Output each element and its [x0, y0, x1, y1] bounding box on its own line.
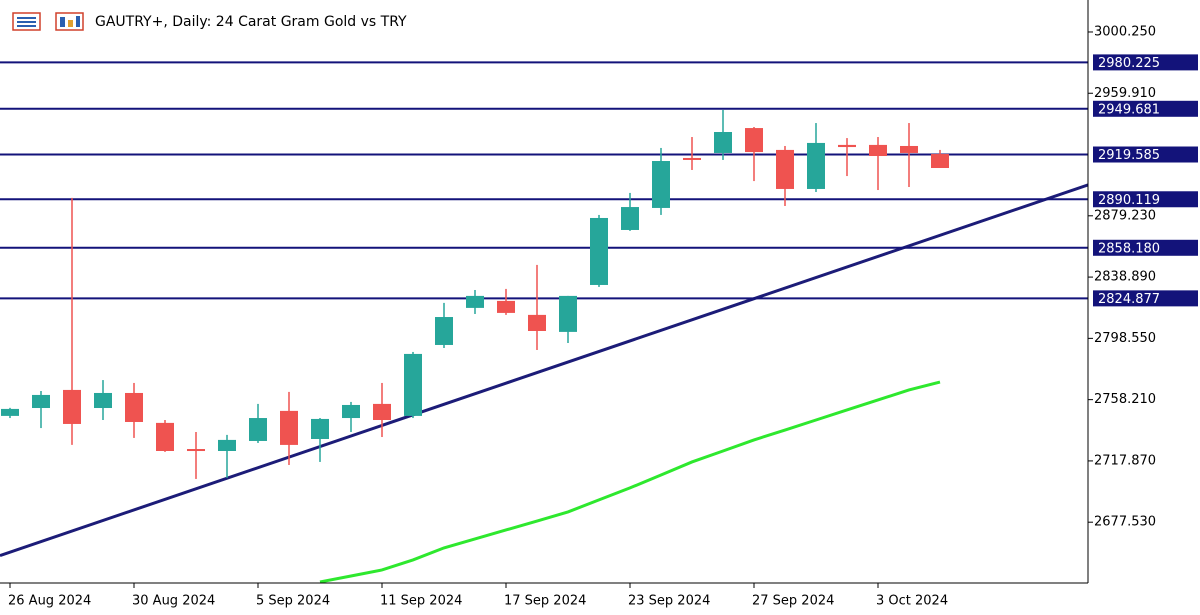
x-tick-label: 11 Sep 2024 — [380, 594, 462, 609]
candle-body — [311, 418, 329, 439]
candle-body — [63, 389, 81, 424]
candle-body — [528, 314, 546, 331]
candle-body — [1, 408, 19, 416]
candle-body — [373, 403, 391, 421]
level-label: 2824.877 — [1098, 292, 1160, 307]
candle-body — [900, 145, 918, 153]
candle-body — [683, 157, 701, 160]
icon-bar — [60, 17, 65, 27]
candle-body — [125, 392, 143, 422]
candle-body — [218, 439, 236, 451]
candle-body — [249, 418, 267, 441]
level-label-box — [1093, 239, 1198, 256]
chart-title: GAUTRY+, Daily: 24 Carat Gram Gold vs TR… — [95, 14, 407, 30]
candle-body — [838, 144, 856, 148]
y-tick-label: 2959.910 — [1094, 86, 1156, 101]
candle-body — [32, 394, 50, 409]
level-label: 2890.119 — [1098, 193, 1160, 208]
candle-body — [807, 142, 825, 189]
candle-body — [187, 449, 205, 452]
plot-area — [0, 61, 1088, 583]
y-tick-label: 2879.230 — [1094, 208, 1156, 223]
candle-body — [342, 404, 360, 419]
y-tick-label: 3000.250 — [1094, 24, 1156, 39]
toolbar-icons — [12, 12, 84, 31]
y-tick-label: 2758.210 — [1094, 392, 1156, 407]
moving-average — [319, 380, 941, 583]
level-label: 2858.180 — [1098, 241, 1160, 256]
trendline — [0, 183, 1088, 557]
candle-body — [590, 217, 608, 285]
x-tick-label: 23 Sep 2024 — [628, 594, 710, 609]
candle-body — [652, 161, 670, 208]
level-label-box — [1093, 290, 1198, 307]
x-tick-label: 30 Aug 2024 — [132, 594, 215, 609]
candle-body — [156, 422, 174, 451]
level-label: 2949.681 — [1098, 102, 1160, 117]
y-tick-label: 2838.890 — [1094, 270, 1156, 285]
level-label-box — [1093, 54, 1198, 71]
x-tick-label: 5 Sep 2024 — [256, 594, 330, 609]
y-tick-label: 2677.530 — [1094, 515, 1156, 530]
y-tick-label: 2717.870 — [1094, 453, 1156, 468]
candle-body — [404, 353, 422, 416]
icon-bar — [68, 20, 73, 27]
level-label: 2919.585 — [1098, 148, 1160, 163]
x-tick-label: 17 Sep 2024 — [504, 594, 586, 609]
candle-body — [497, 300, 515, 313]
candle-body — [931, 154, 949, 169]
candle-body — [714, 132, 732, 153]
candle-body — [466, 295, 484, 308]
candle-body — [745, 128, 763, 153]
level-label-box — [1093, 146, 1198, 163]
x-tick-label: 27 Sep 2024 — [752, 594, 834, 609]
candle-body — [435, 317, 453, 345]
candle-body — [94, 392, 112, 409]
candle-body — [621, 207, 639, 230]
candle-body — [280, 410, 298, 445]
level-label-box — [1093, 191, 1198, 208]
candle-body — [776, 149, 794, 189]
x-tick-label: 26 Aug 2024 — [8, 594, 91, 609]
x-tick-label: 3 Oct 2024 — [876, 594, 948, 609]
candle-body — [869, 144, 887, 157]
level-label-box — [1093, 100, 1198, 117]
y-tick-label: 2798.550 — [1094, 331, 1156, 346]
candle-body — [559, 295, 577, 332]
icon-bar — [76, 16, 80, 27]
level-label: 2980.225 — [1098, 56, 1160, 71]
